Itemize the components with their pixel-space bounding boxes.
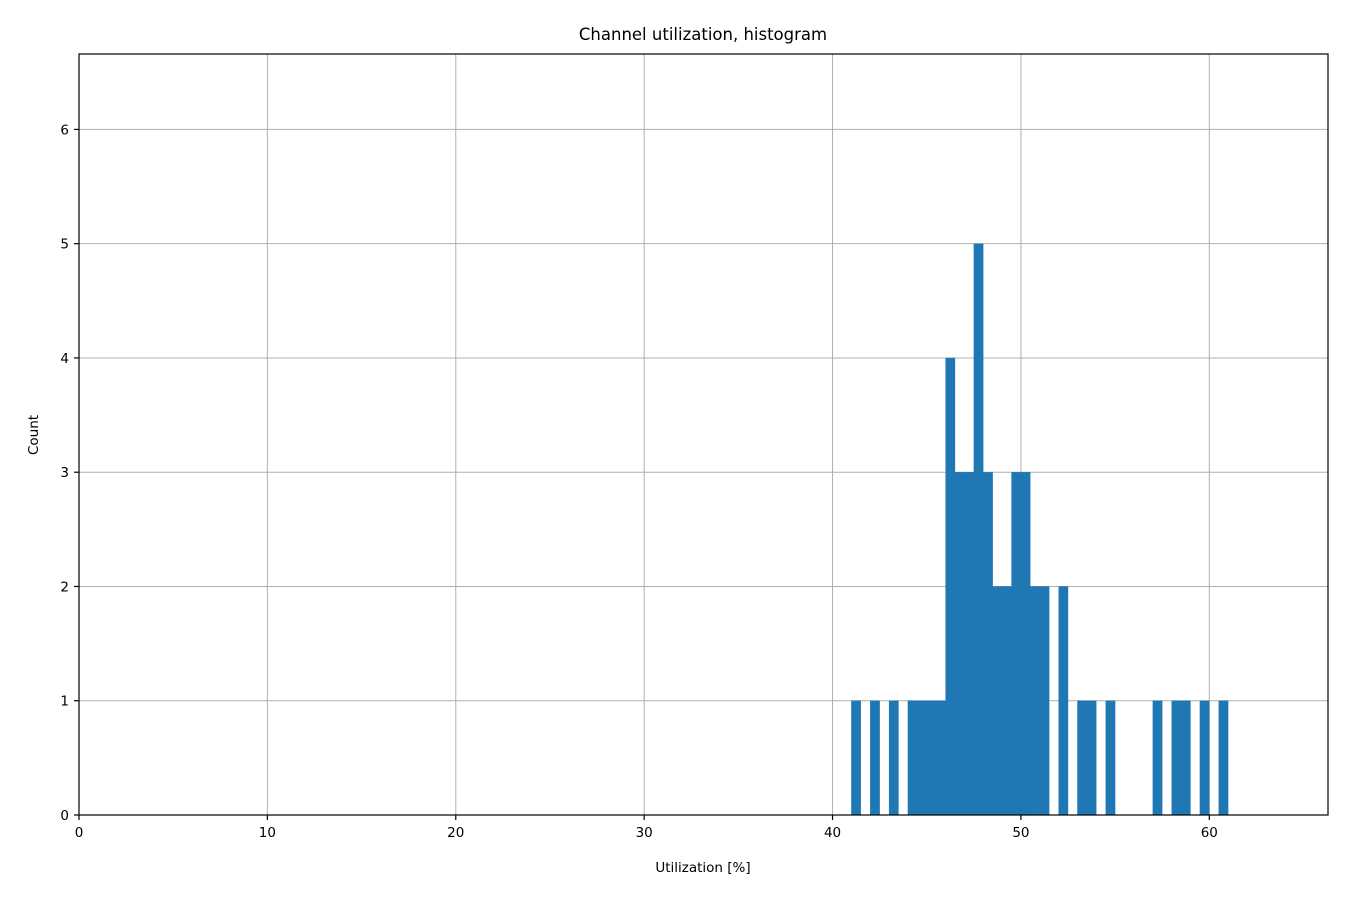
y-tick-label-1: 1 [60,694,69,710]
histogram-bars [851,243,1229,816]
x-tick-label-1: 10 [259,825,276,841]
x-tick-label-4: 40 [824,825,841,841]
y-tick-label-0: 0 [60,808,69,824]
y-tick-label-4: 4 [60,351,69,367]
y-tick-label-5: 5 [60,237,69,253]
histogram-bar-25 [1199,700,1210,816]
histogram-bar-6 [936,700,946,816]
histogram-bar-23 [1171,700,1182,816]
histogram-bar-3 [907,700,918,816]
histogram-bar-14 [1011,472,1022,816]
histogram-bar-16 [1030,586,1040,816]
x-tick-label-5: 50 [1012,825,1029,841]
y-tick-label-2: 2 [60,579,69,595]
x-tick-label-3: 30 [636,825,653,841]
x-axis-label: Utilization [%] [655,860,750,876]
axis-ticks: 0 10 20 30 40 50 60 0 1 2 3 4 5 6 [60,122,1218,841]
histogram-bar-26 [1218,700,1229,816]
y-tick-label-6: 6 [60,122,69,138]
y-axis-label: Count [26,415,42,455]
histogram-bar-10 [973,243,984,816]
histogram-bar-15 [1020,472,1031,816]
grid-lines [78,54,1328,816]
y-tick-label-3: 3 [60,465,69,481]
histogram-bar-12 [992,586,1003,816]
histogram-bar-24 [1180,700,1191,816]
chart-title: Channel utilization, histogram [579,25,827,44]
histogram-bar-9 [964,472,974,816]
histogram-bar-13 [1001,586,1012,816]
histogram-bar-21 [1105,700,1116,816]
histogram-bar-4 [917,700,927,816]
x-tick-label-6: 60 [1201,825,1218,841]
histogram-bar-22 [1152,700,1163,816]
x-tick-label-0: 0 [75,825,84,841]
histogram-bar-17 [1039,586,1050,816]
histogram-bar-1 [870,700,880,816]
plot-frame [78,53,1329,816]
histogram-bar-8 [954,472,965,816]
histogram-bar-5 [926,700,937,816]
x-tick-label-2: 20 [447,825,464,841]
histogram-bar-19 [1077,700,1088,816]
histogram-bar-20 [1086,700,1097,816]
histogram-bar-7 [945,357,956,816]
histogram-bar-11 [983,472,993,816]
histogram-bar-18 [1058,586,1069,816]
histogram-bar-2 [888,700,899,816]
histogram-bar-0 [851,700,861,816]
